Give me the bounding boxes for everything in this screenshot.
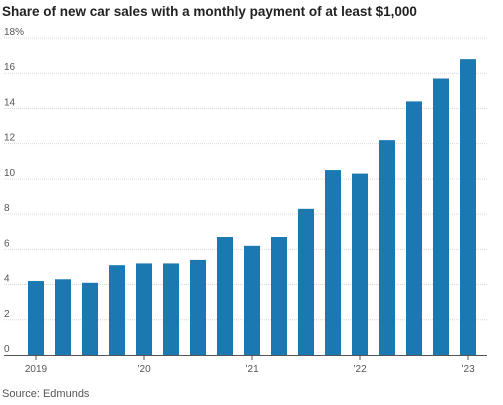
x-axis: 2019 ’20 ’21 ’22 ’23 [4, 355, 487, 375]
bar [109, 265, 125, 355]
bar [433, 78, 449, 355]
bar [352, 173, 368, 355]
x-tick-label: ’20 [137, 364, 151, 375]
x-tick-label: 2019 [25, 364, 48, 375]
bar [379, 140, 395, 355]
y-tick-label: 10 [4, 168, 16, 179]
y-tick-label: 0 [4, 344, 10, 355]
bar [190, 259, 206, 355]
bar [325, 170, 341, 355]
x-tick-label: ’21 [245, 364, 259, 375]
y-tick-label: 16 [4, 62, 16, 73]
y-tick-label: 8 [4, 203, 10, 214]
y-axis-labels: 0 2 4 6 8 10 12 14 16 18% [4, 27, 24, 355]
bar [82, 282, 98, 355]
y-tick-label: 14 [4, 97, 16, 108]
y-tick-label: 2 [4, 309, 10, 320]
bar [460, 59, 476, 356]
bar [406, 101, 422, 356]
chart-title: Share of new car sales with a monthly pa… [2, 4, 417, 19]
y-tick-label: 18% [4, 27, 24, 38]
bar [136, 263, 152, 355]
x-tick-label: ’22 [353, 364, 367, 375]
bar [217, 237, 233, 355]
bar [298, 208, 314, 355]
bar [28, 281, 44, 355]
bar [163, 263, 179, 355]
source-note: Source: Edmunds [2, 388, 90, 400]
y-tick-label: 4 [4, 274, 10, 285]
bar [55, 279, 71, 355]
y-tick-label: 6 [4, 238, 10, 249]
bars [28, 59, 476, 356]
bar [244, 245, 260, 355]
bar [271, 237, 287, 355]
y-tick-label: 12 [4, 133, 16, 144]
x-tick-label: ’23 [461, 364, 475, 375]
